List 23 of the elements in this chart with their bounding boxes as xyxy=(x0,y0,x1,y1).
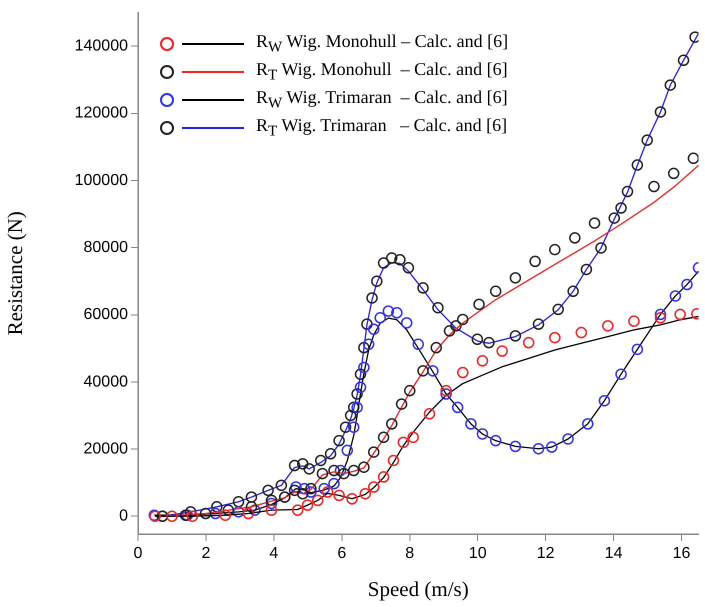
x-axis-title: Speed (m/s) xyxy=(368,576,469,601)
y-tick-label: 20000 xyxy=(84,440,128,458)
x-tick-label: 4 xyxy=(269,545,278,562)
x-tick-label: 10 xyxy=(468,545,487,562)
y-tick-label: 100000 xyxy=(74,172,128,189)
x-tick-label: 6 xyxy=(337,545,346,562)
legend-label: R$_{T}$ Wig. Monohull – Calc. and [6] xyxy=(256,58,508,84)
legend-label: R$_{W}$ Wig. Trimaran – Calc. and [6] xyxy=(256,86,508,112)
y-tick-label: 140000 xyxy=(74,38,128,55)
legend-label: R$_{W}$ Wig. Monohull – Calc. and [6] xyxy=(256,30,508,56)
x-tick-label: 12 xyxy=(536,545,555,562)
x-tick-label: 0 xyxy=(134,545,143,562)
legend-label: R$_{T}$ Wig. Trimaran – Calc. and [6] xyxy=(256,114,508,142)
y-axis-title: Resistance (N) xyxy=(3,211,28,336)
x-tick-label: 8 xyxy=(405,545,414,562)
y-tick-label: 0 xyxy=(119,508,128,525)
x-tick-label: 14 xyxy=(604,545,623,562)
y-tick-label: 60000 xyxy=(84,306,128,324)
x-tick-label: 2 xyxy=(201,545,210,562)
y-tick-label: 120000 xyxy=(74,104,128,122)
y-tick-label: 40000 xyxy=(84,373,128,390)
y-tick-label: 80000 xyxy=(84,239,128,256)
x-tick-label: 16 xyxy=(672,545,691,562)
